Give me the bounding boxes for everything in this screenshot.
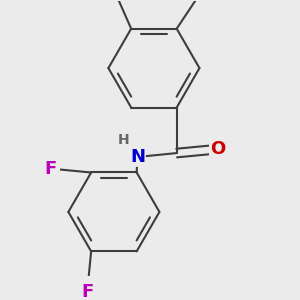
Text: H: H — [118, 133, 129, 147]
Text: N: N — [130, 148, 145, 166]
Text: F: F — [44, 160, 56, 178]
Text: O: O — [210, 140, 225, 158]
Text: F: F — [81, 283, 93, 300]
